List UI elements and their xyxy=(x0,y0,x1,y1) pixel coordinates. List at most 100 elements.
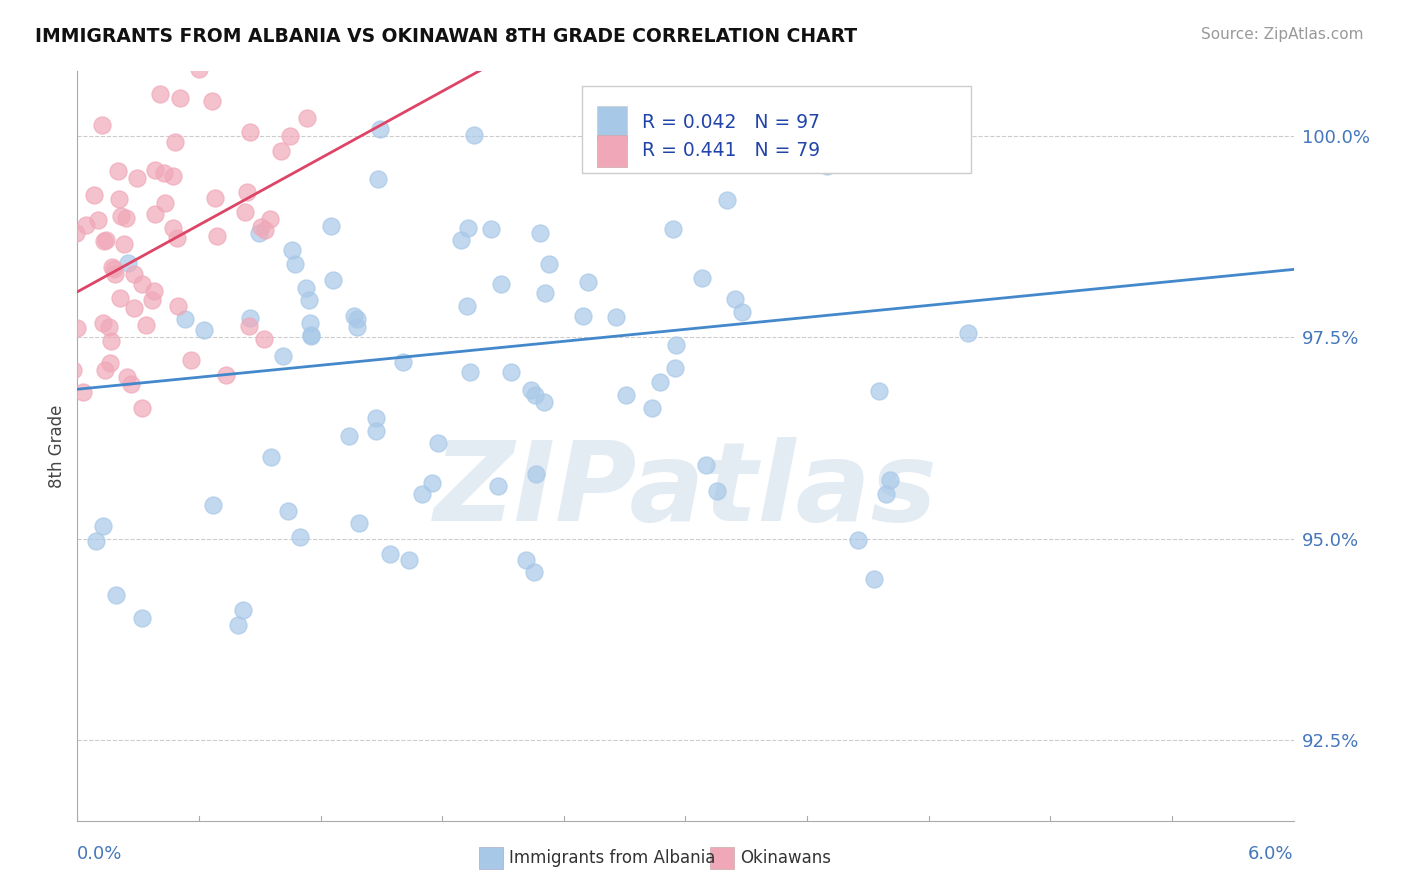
Point xyxy=(524,467,547,482)
Point xyxy=(458,366,481,380)
Point xyxy=(125,170,148,185)
Point xyxy=(15,330,38,344)
Point xyxy=(277,504,299,518)
Point xyxy=(614,388,637,402)
Point xyxy=(253,223,276,237)
Point xyxy=(232,603,254,617)
Point xyxy=(30,285,52,300)
Point xyxy=(665,338,688,352)
Point xyxy=(260,450,283,464)
Bar xyxy=(710,847,734,870)
Point xyxy=(91,317,114,331)
Point xyxy=(98,356,121,370)
Point xyxy=(0,333,7,347)
Text: R = 0.441   N = 79: R = 0.441 N = 79 xyxy=(641,142,820,161)
Point xyxy=(75,219,97,233)
Point xyxy=(11,370,34,384)
Point xyxy=(204,191,226,205)
Point xyxy=(520,383,543,397)
Point xyxy=(226,618,249,632)
Point xyxy=(463,128,485,142)
Point xyxy=(529,226,551,240)
Point xyxy=(155,196,177,211)
Point xyxy=(93,363,115,377)
Point xyxy=(131,401,153,415)
Point xyxy=(65,227,87,241)
Point xyxy=(456,299,478,313)
Y-axis label: 8th Grade: 8th Grade xyxy=(48,404,66,488)
Point xyxy=(368,121,391,136)
Point xyxy=(169,91,191,105)
Point xyxy=(53,113,76,128)
Point xyxy=(31,345,53,359)
Point xyxy=(122,301,145,315)
Point xyxy=(0,293,18,308)
Point xyxy=(205,228,228,243)
Point xyxy=(117,256,139,270)
Point xyxy=(411,487,433,501)
Point xyxy=(115,211,138,225)
Point xyxy=(367,172,389,186)
Point xyxy=(97,320,120,334)
Point xyxy=(94,233,117,247)
Point xyxy=(572,309,595,323)
Point xyxy=(11,153,34,168)
Point xyxy=(319,219,342,234)
Point xyxy=(239,125,262,139)
Point xyxy=(716,193,738,207)
Point xyxy=(32,324,55,338)
Point xyxy=(260,5,283,20)
Point xyxy=(110,291,132,305)
Point xyxy=(247,227,270,241)
Point xyxy=(280,129,302,144)
Point xyxy=(815,159,838,173)
Point xyxy=(337,428,360,442)
Point xyxy=(349,516,371,530)
Point xyxy=(364,411,387,425)
Point xyxy=(378,548,401,562)
Point xyxy=(299,329,322,343)
Point xyxy=(104,267,127,281)
Point xyxy=(879,473,901,487)
Point xyxy=(863,572,886,586)
Point xyxy=(695,458,717,472)
Point xyxy=(87,212,110,227)
Point xyxy=(605,310,627,324)
Point xyxy=(299,316,322,330)
Point xyxy=(298,293,321,307)
Point xyxy=(62,363,84,377)
Point xyxy=(165,135,187,149)
Point xyxy=(93,234,115,248)
Point xyxy=(115,369,138,384)
Point xyxy=(281,243,304,257)
Point xyxy=(707,47,730,62)
Point xyxy=(122,267,145,281)
Point xyxy=(30,369,52,384)
Point xyxy=(364,424,387,438)
Point xyxy=(585,47,607,62)
Text: ZIPatlas: ZIPatlas xyxy=(433,437,938,544)
Point xyxy=(162,169,184,184)
Point xyxy=(27,236,49,251)
Point xyxy=(100,334,122,348)
Point xyxy=(112,237,135,252)
Point xyxy=(499,365,522,379)
Point xyxy=(83,188,105,202)
Point xyxy=(648,375,671,389)
Text: Source: ZipAtlas.com: Source: ZipAtlas.com xyxy=(1201,27,1364,42)
Point xyxy=(0,351,10,365)
Point xyxy=(13,470,35,484)
Point xyxy=(259,211,281,226)
Point xyxy=(427,435,450,450)
Point xyxy=(301,327,323,342)
Point xyxy=(135,318,157,332)
Point xyxy=(515,553,537,567)
Point xyxy=(398,553,420,567)
Point xyxy=(457,220,479,235)
Point xyxy=(142,284,165,298)
Point xyxy=(55,395,77,409)
Point xyxy=(956,326,979,340)
Point xyxy=(537,257,560,271)
Text: Immigrants from Albania: Immigrants from Albania xyxy=(509,849,716,867)
Point xyxy=(491,277,513,291)
